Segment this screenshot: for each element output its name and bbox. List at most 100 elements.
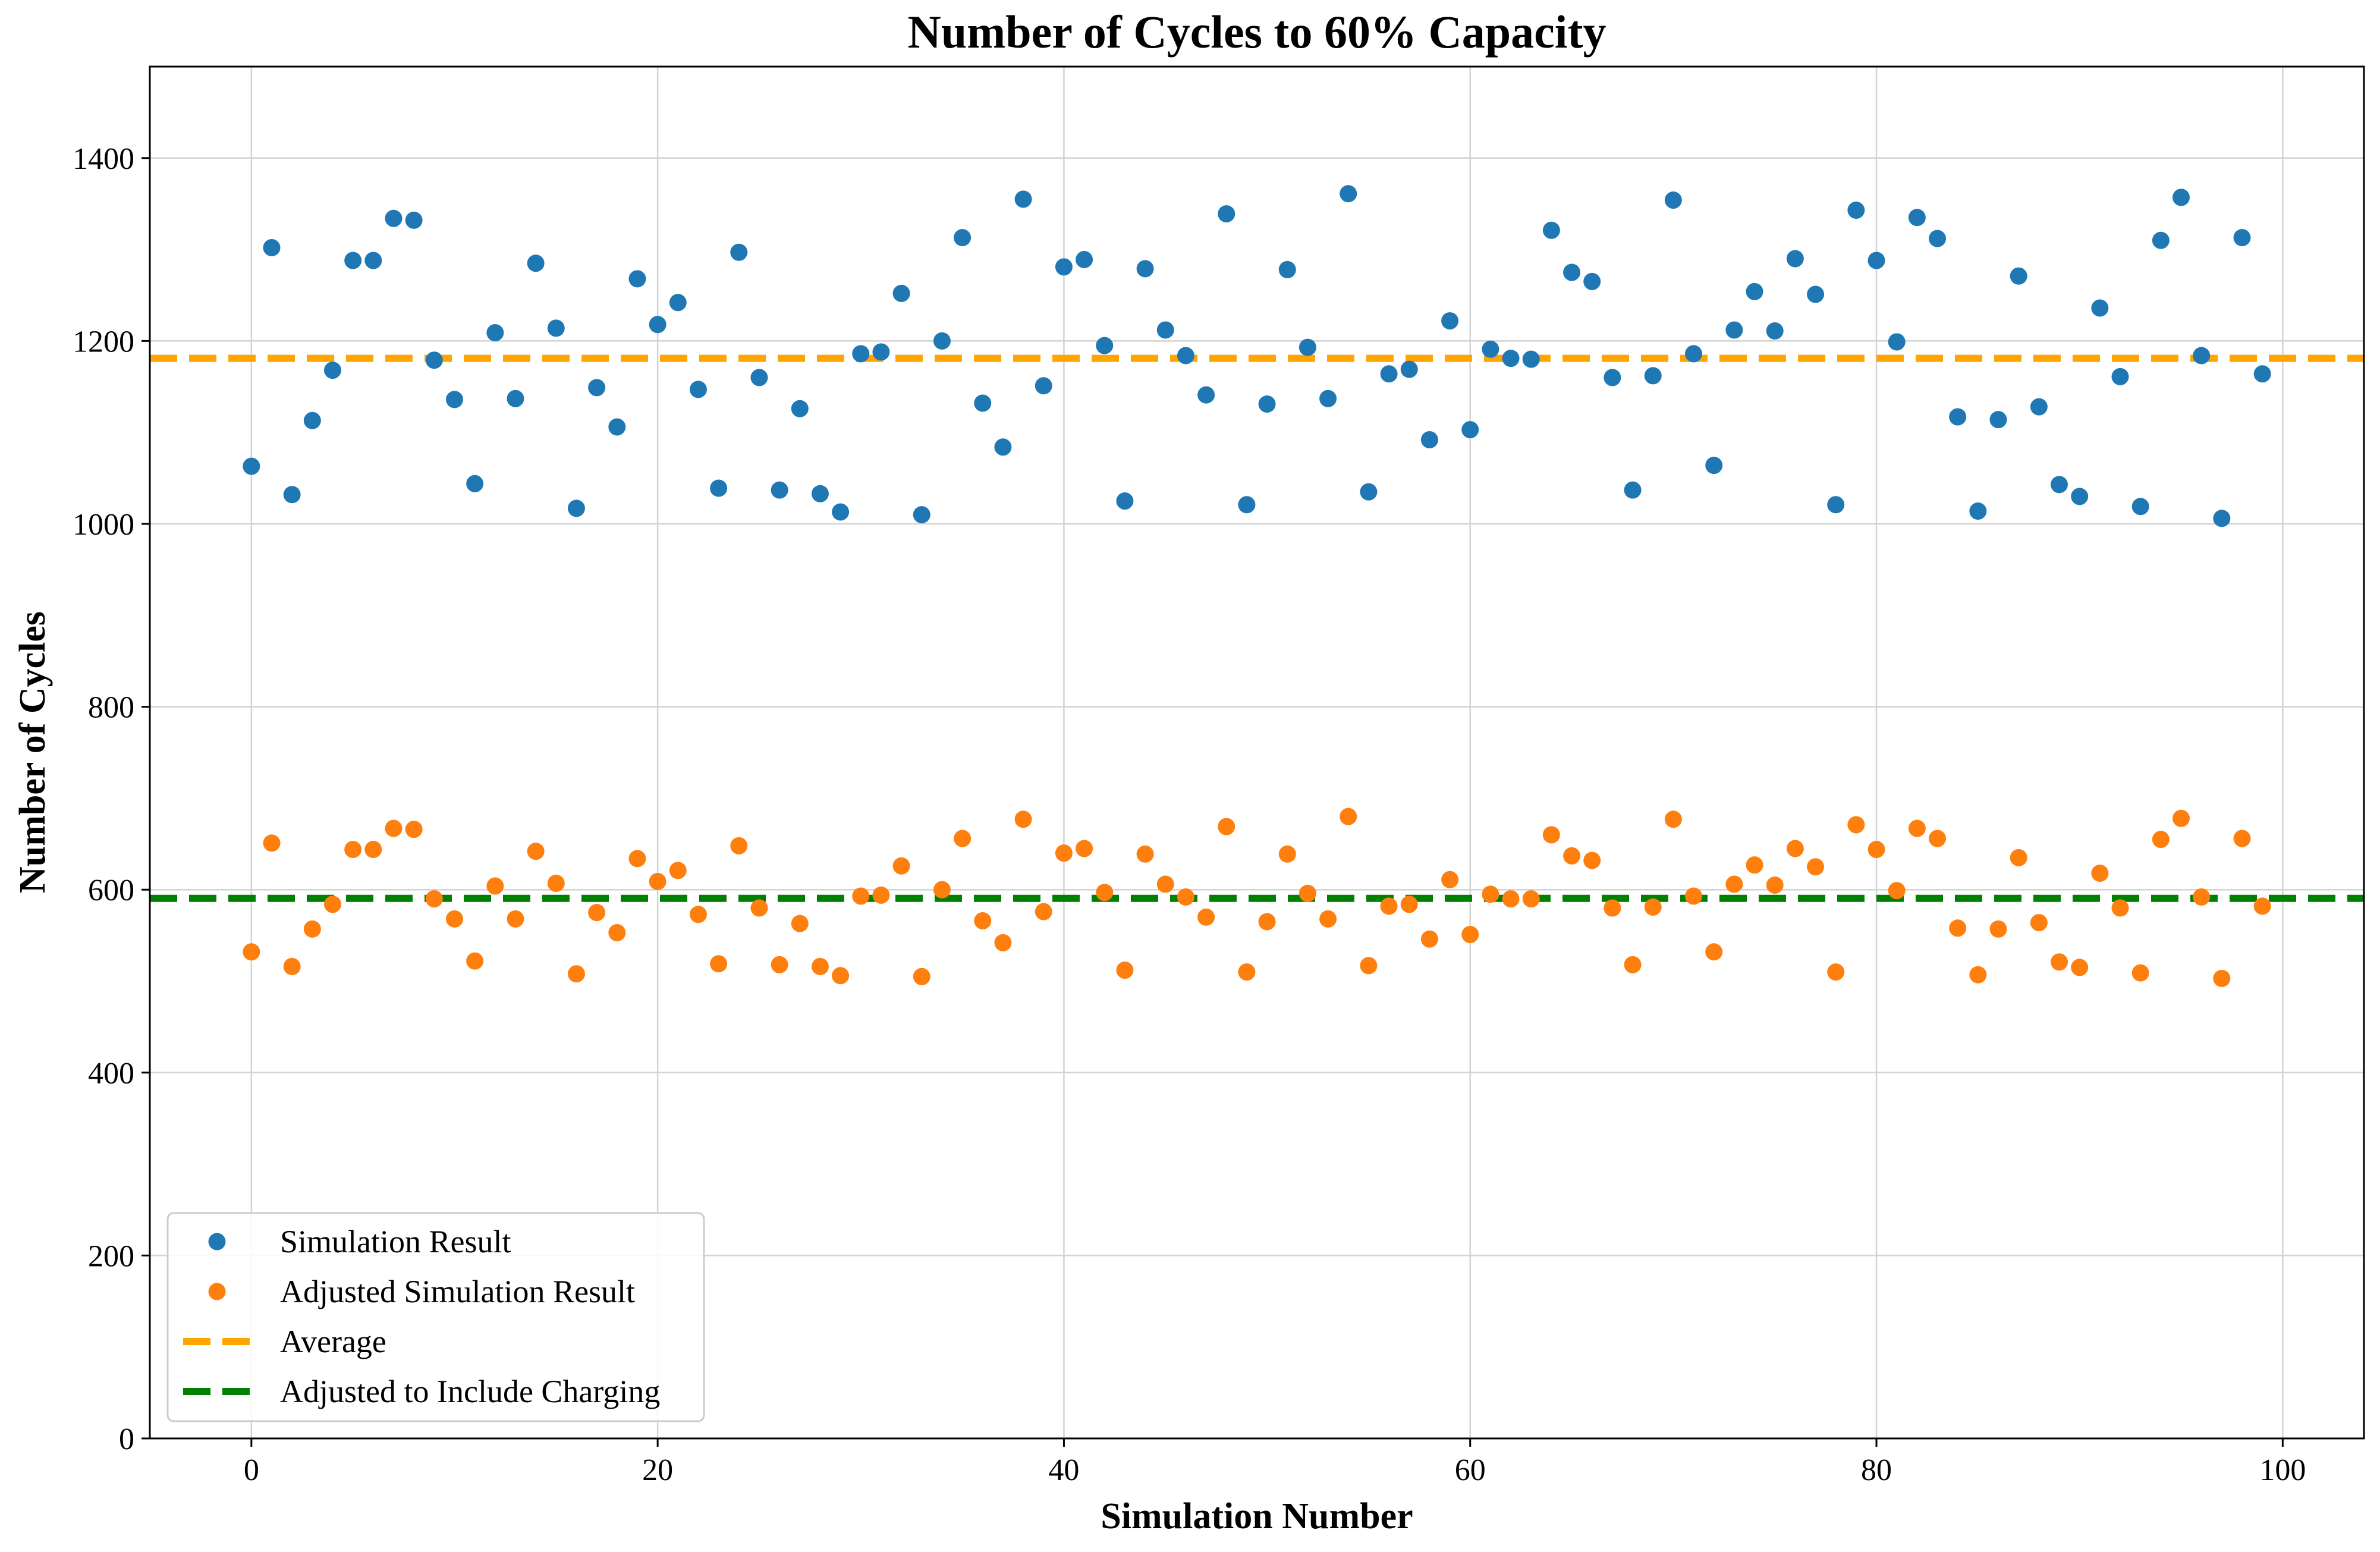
simulation-result-point	[1502, 350, 1520, 367]
adjusted-simulation-result-point	[669, 862, 687, 879]
simulation-result-point	[872, 343, 890, 361]
y-axis-label: Number of Cycles	[12, 611, 53, 893]
data-points	[243, 185, 2271, 987]
adjusted-simulation-result-point	[1847, 816, 1865, 834]
adjusted-simulation-result-point	[1908, 819, 1926, 837]
simulation-result-point	[2233, 229, 2251, 247]
simulation-result-point	[405, 211, 423, 229]
adjusted-simulation-result-point	[1076, 840, 1093, 857]
adjusted-simulation-result-point	[1989, 920, 2007, 938]
simulation-result-point	[811, 485, 829, 502]
adjusted-simulation-result-point	[1136, 845, 1154, 863]
adjusted-simulation-result-point	[771, 956, 788, 973]
simulation-result-point	[1319, 389, 1337, 407]
legend-marker	[208, 1233, 226, 1251]
adjusted-simulation-result-point	[1360, 957, 1378, 975]
simulation-result-point	[1766, 322, 1784, 340]
simulation-result-point	[750, 369, 768, 387]
adjusted-simulation-result-point	[1644, 898, 1662, 916]
adjusted-simulation-result-point	[425, 890, 443, 908]
simulation-result-point	[2152, 231, 2170, 249]
simulation-result-point	[2213, 510, 2231, 527]
simulation-result-point	[283, 486, 301, 504]
adjusted-simulation-result-point	[1604, 899, 1621, 917]
simulation-result-point	[974, 394, 992, 412]
simulation-result-point	[323, 362, 341, 379]
simulation-result-point	[588, 379, 606, 397]
y-tick-label: 1000	[73, 508, 134, 542]
simulation-result-point	[1035, 377, 1052, 395]
adjusted-simulation-result-point	[1258, 913, 1276, 931]
adjusted-simulation-result-point	[1096, 884, 1114, 901]
simulation-result-point	[425, 351, 443, 369]
adjusted-simulation-result-point	[1238, 963, 1256, 981]
simulation-result-point	[628, 270, 646, 288]
adjusted-simulation-result-point	[1340, 808, 1357, 825]
simulation-result-point	[852, 345, 870, 363]
adjusted-simulation-result-point	[507, 910, 524, 928]
adjusted-simulation-result-point	[344, 841, 362, 859]
adjusted-simulation-result-point	[486, 877, 504, 895]
adjusted-simulation-result-point	[750, 899, 768, 917]
simulation-result-point	[1888, 333, 1906, 351]
reference-lines	[150, 354, 2364, 902]
y-tick-label: 1400	[73, 142, 134, 176]
y-tick-label: 1200	[73, 325, 134, 359]
adjusted-simulation-result-point	[710, 955, 728, 973]
adjusted-simulation-result-point	[263, 834, 281, 852]
legend-marker	[208, 1283, 226, 1300]
adjusted-simulation-result-point	[1766, 876, 1784, 894]
simulation-result-point	[1908, 209, 1926, 227]
adjusted-simulation-result-point	[1685, 887, 1703, 905]
simulation-result-point	[649, 316, 666, 334]
simulation-result-point	[791, 400, 809, 417]
adjusted-simulation-result-point	[892, 857, 910, 875]
adjusted-simulation-result-point	[1380, 897, 1398, 915]
y-tick-label: 600	[88, 874, 134, 907]
simulation-result-point	[2030, 398, 2048, 416]
adjusted-simulation-result-point	[649, 872, 666, 890]
adjusted-simulation-result-point	[2131, 964, 2149, 982]
y-tick-label: 200	[88, 1239, 134, 1273]
simulation-result-point	[954, 229, 972, 247]
adjusted-simulation-result-point	[933, 881, 951, 898]
simulation-result-point	[1156, 321, 1174, 339]
adjusted-simulation-result-point	[1807, 858, 1825, 876]
simulation-result-point	[832, 503, 850, 521]
adjusted-simulation-result-point	[1116, 962, 1134, 979]
simulation-result-point	[385, 209, 403, 227]
simulation-result-point	[771, 481, 788, 499]
adjusted-simulation-result-point	[1827, 963, 1845, 981]
adjusted-simulation-result-point	[1542, 826, 1560, 844]
adjusted-simulation-result-point	[872, 886, 890, 904]
adjusted-simulation-result-point	[852, 887, 870, 905]
adjusted-simulation-result-point	[2091, 865, 2109, 882]
simulation-result-point	[689, 381, 707, 398]
simulation-result-point	[1685, 345, 1703, 363]
adjusted-simulation-result-point	[2051, 953, 2068, 971]
x-tick-label: 100	[2259, 1453, 2306, 1487]
simulation-result-point	[1055, 258, 1073, 276]
simulation-result-point	[1076, 251, 1093, 269]
adjusted-simulation-result-point	[1218, 818, 1235, 835]
simulation-result-point	[994, 438, 1012, 456]
y-tick-label: 800	[88, 691, 134, 725]
legend-box	[166, 1212, 705, 1422]
adjusted-simulation-result-point	[1400, 896, 1418, 913]
adjusted-simulation-result-point	[811, 957, 829, 975]
adjusted-simulation-result-point	[1014, 810, 1032, 828]
simulation-result-point	[547, 319, 565, 337]
simulation-result-point	[1929, 230, 1947, 247]
simulation-result-point	[1725, 321, 1743, 339]
adjusted-simulation-result-point	[1583, 852, 1601, 869]
simulation-result-point	[1096, 337, 1114, 354]
simulation-result-point	[1380, 365, 1398, 383]
x-axis-label: Simulation Number	[1101, 1496, 1413, 1537]
simulation-result-point	[1218, 205, 1235, 223]
adjusted-simulation-result-point	[689, 906, 707, 923]
adjusted-simulation-result-point	[1502, 890, 1520, 908]
adjusted-simulation-result-point	[2010, 849, 2027, 866]
legend-label: Adjusted Simulation Result	[280, 1274, 635, 1309]
simulation-result-point	[1949, 408, 1967, 426]
